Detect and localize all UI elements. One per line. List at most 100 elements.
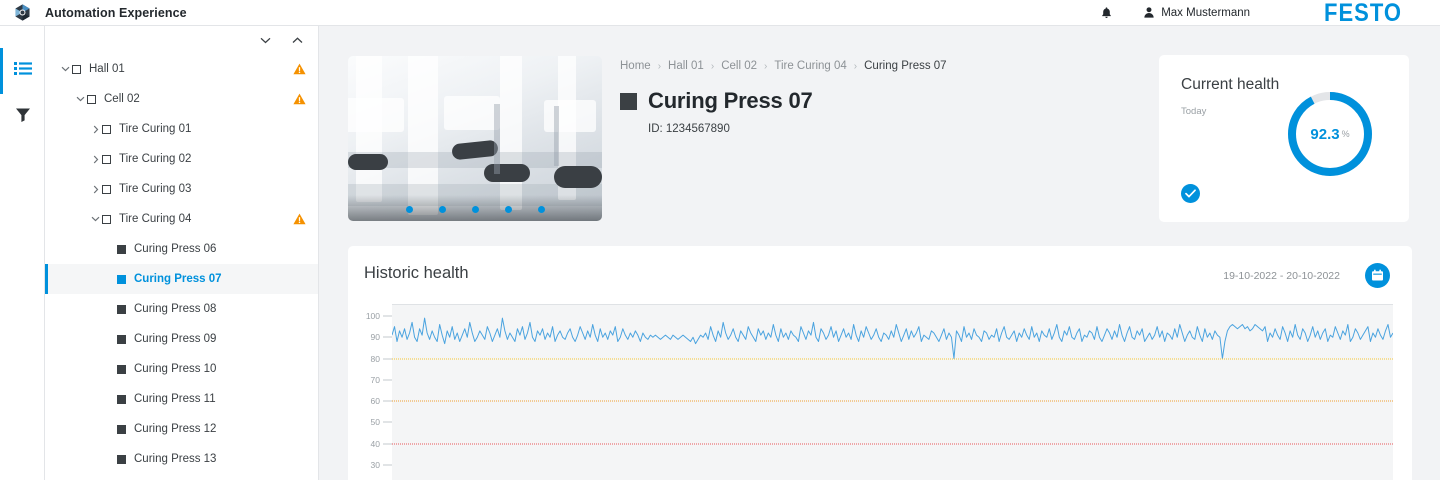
carousel-dot[interactable] — [504, 206, 512, 213]
chart-y-tick-label: 90 — [370, 332, 380, 343]
user-icon — [1141, 7, 1157, 18]
carousel-dots[interactable] — [348, 206, 602, 213]
chevron-right-icon[interactable] — [89, 185, 102, 194]
historic-health-chart: 1009080706050403020 — [348, 304, 1412, 480]
top-bar: Automation Experience Max Mustermann FES… — [0, 0, 1440, 26]
chart-series-line — [392, 304, 1393, 480]
chart-top-rule — [392, 304, 1393, 305]
node-outline-square-icon — [102, 124, 111, 134]
node-outline-square-icon — [102, 214, 111, 224]
top-bar-right: Max Mustermann FESTO — [1095, 0, 1440, 26]
breadcrumb-separator-icon: › — [710, 60, 715, 72]
tree-item-tire-curing-02[interactable]: Tire Curing 02 — [45, 144, 318, 174]
tree-toolbar — [45, 26, 318, 54]
carousel-dot[interactable] — [471, 206, 479, 213]
tree-item-curing-press-08[interactable]: Curing Press 08 — [45, 294, 318, 324]
tree-item-curing-press-09[interactable]: Curing Press 09 — [45, 324, 318, 354]
historic-health-card: Historic health 19-10-2022 - 20-10-2022 … — [348, 246, 1412, 480]
carousel-dot[interactable] — [405, 206, 413, 213]
tree-item-label: Cell 02 — [104, 93, 140, 105]
chart-y-tick-mark — [383, 315, 392, 317]
page-title: Curing Press 07 — [648, 88, 813, 113]
chart-threshold-line-80 — [392, 358, 1393, 359]
chart-y-tick-mark — [383, 358, 392, 359]
list-icon — [13, 61, 32, 81]
node-outline-square-icon — [102, 184, 111, 194]
chart-y-tick-label: 80 — [370, 353, 380, 364]
tree-item-label: Hall 01 — [89, 63, 125, 75]
chevron-right-icon[interactable] — [89, 125, 102, 134]
asset-node-icon — [620, 92, 637, 110]
breadcrumb-item-home[interactable]: Home — [620, 60, 651, 72]
carousel-dot[interactable] — [537, 206, 545, 213]
node-outline-square-icon — [102, 154, 111, 164]
breadcrumb-separator-icon: › — [657, 60, 662, 72]
tree-item-curing-press-13[interactable]: Curing Press 13 — [45, 444, 318, 474]
warning-triangle-icon — [293, 63, 306, 75]
breadcrumb-item-cell-02[interactable]: Cell 02 — [721, 60, 757, 72]
breadcrumb: Home › Hall 01 › Cell 02 › Tire Curing 04 › Curi… — [620, 58, 947, 74]
tree-item-tire-curing-04[interactable]: Tire Curing 04 — [45, 204, 318, 234]
tree-item-curing-press-07[interactable]: Curing Press 07 — [45, 264, 318, 294]
health-donut: 92.3 % — [1285, 89, 1375, 179]
health-value: 92.3 — [1310, 125, 1340, 143]
health-donut-svg — [1288, 92, 1372, 176]
tree-item-curing-press-11[interactable]: Curing Press 11 — [45, 384, 318, 414]
chevron-down-icon[interactable] — [258, 33, 272, 47]
node-filled-square-icon — [117, 244, 126, 254]
breadcrumb-item-hall-01[interactable]: Hall 01 — [668, 60, 704, 72]
asset-id: ID: 1234567890 — [648, 123, 730, 135]
chevron-down-icon[interactable] — [89, 216, 102, 222]
node-filled-square-icon — [117, 304, 126, 314]
bell-icon[interactable] — [1095, 6, 1117, 19]
tree-item-label: Tire Curing 02 — [119, 153, 192, 165]
tree-item-hall-01[interactable]: Hall 01 — [45, 54, 318, 84]
warning-triangle-icon — [293, 93, 306, 105]
asset-summary-row: Home › Hall 01 › Cell 02 › Tire Curing 04 › Curi… — [348, 56, 947, 221]
chevron-down-icon[interactable] — [59, 66, 72, 72]
chart-y-tick-label: 70 — [370, 374, 380, 385]
user-name: Max Mustermann — [1161, 6, 1251, 19]
rail-item-filter[interactable] — [0, 94, 45, 140]
tree-item-tire-curing-03[interactable]: Tire Curing 03 — [45, 174, 318, 204]
asset-photo-tire-curing-line[interactable] — [348, 56, 602, 221]
tree-item-cell-02[interactable]: Cell 02 — [45, 84, 318, 114]
user-menu[interactable]: Max Mustermann — [1141, 7, 1250, 19]
health-unit: % — [1341, 129, 1350, 139]
asset-header: Home › Hall 01 › Cell 02 › Tire Curing 04 › Curi… — [620, 56, 947, 221]
chart-y-tick-label: 30 — [370, 459, 380, 470]
rail-item-asset-list[interactable] — [0, 48, 45, 94]
historic-health-title: Historic health — [364, 264, 469, 282]
historic-health-header: Historic health 19-10-2022 - 20-10-2022 — [348, 246, 1412, 304]
asset-tree-panel: Hall 01 Cell 02 Tire Curing 01 Tire Curing … — [45, 26, 319, 480]
chart-y-axis: 1009080706050403020 — [348, 304, 392, 480]
festo-hex-logo-icon[interactable] — [11, 2, 33, 24]
node-filled-square-icon — [117, 454, 126, 464]
breadcrumb-item-tire-curing-04[interactable]: Tire Curing 04 — [774, 60, 847, 72]
chart-y-tick-label: 100 — [365, 311, 380, 321]
node-filled-square-icon — [117, 424, 126, 434]
chart-threshold-line-40 — [392, 443, 1393, 444]
tree-item-curing-press-10[interactable]: Curing Press 10 — [45, 354, 318, 384]
page-title-row: Curing Press 07 — [620, 88, 947, 114]
carousel-dot[interactable] — [438, 206, 446, 213]
chevron-down-icon[interactable] — [74, 96, 87, 102]
tree-item-tire-curing-01[interactable]: Tire Curing 01 — [45, 114, 318, 144]
tree-item-label: Curing Press 06 — [134, 243, 217, 255]
chart-y-tick-label: 40 — [370, 438, 380, 449]
festo-wordmark: FESTO — [1324, 0, 1402, 26]
breadcrumb-item-curing-press-07: Curing Press 07 — [864, 60, 947, 72]
chart-threshold-line-60 — [392, 400, 1393, 402]
node-filled-square-icon — [117, 274, 126, 284]
tree-item-curing-press-06[interactable]: Curing Press 06 — [45, 234, 318, 264]
current-health-title: Current health — [1181, 76, 1280, 93]
tree-item-label: Tire Curing 04 — [119, 213, 192, 225]
calendar-icon[interactable] — [1365, 263, 1390, 288]
warning-triangle-icon — [293, 213, 306, 225]
tree-item-label: Curing Press 12 — [134, 423, 217, 435]
tree-item-curing-press-12[interactable]: Curing Press 12 — [45, 414, 318, 444]
chevron-right-icon[interactable] — [89, 155, 102, 164]
tree-item-label: Curing Press 09 — [134, 333, 217, 345]
chevron-up-icon[interactable] — [290, 33, 304, 47]
